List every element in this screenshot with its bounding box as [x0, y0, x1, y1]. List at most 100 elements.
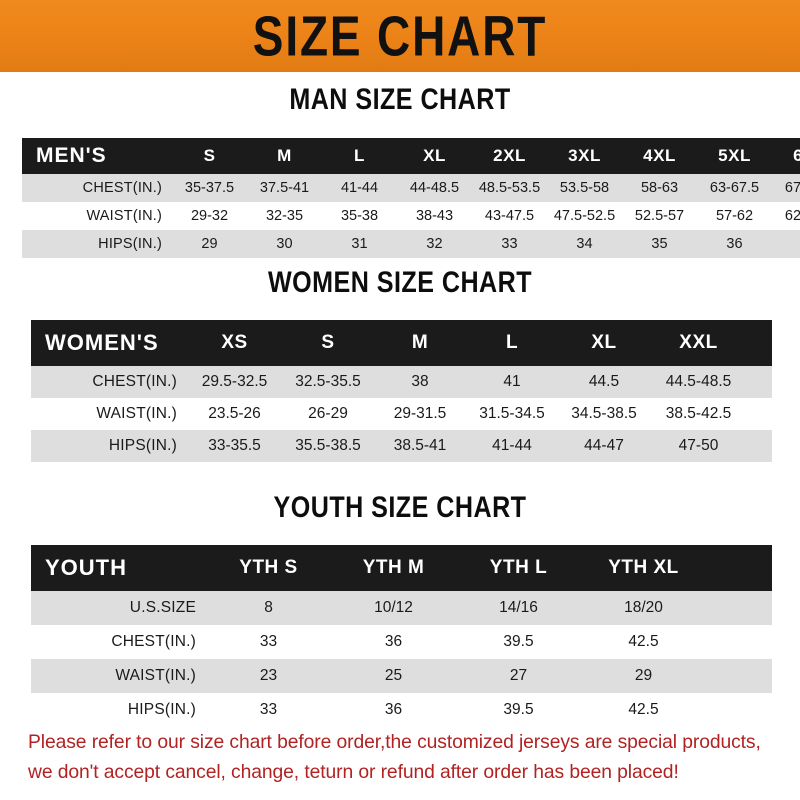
youth-col-header: YTH L	[456, 545, 581, 591]
table-cell: 32-35	[247, 202, 322, 230]
youth-section-title: YOUTH SIZE CHART	[273, 490, 527, 524]
women-header-label: WOMEN'S	[31, 320, 187, 366]
page-title: SIZE CHART	[252, 4, 548, 68]
table-cell: 23	[206, 659, 331, 693]
table-cell: 29.5-32.5	[187, 366, 282, 398]
row-label: HIPS(IN.)	[31, 430, 187, 462]
row-label: CHEST(IN.)	[31, 366, 187, 398]
man-col-header: L	[322, 138, 397, 174]
table-row: HIPS(IN.) 33-35.5 35.5-38.5 38.5-41 41-4…	[31, 430, 772, 462]
table-row: WAIST(IN.) 23.5-26 26-29 29-31.5 31.5-34…	[31, 398, 772, 430]
women-size-table: WOMEN'S XS S M L XL XXL CHEST(IN.) 29.5-…	[31, 320, 772, 462]
table-cell: 41	[466, 366, 558, 398]
table-cell: 8	[206, 591, 331, 625]
table-cell-spacer	[706, 693, 772, 727]
table-cell: 29	[172, 230, 247, 258]
row-label: U.S.SIZE	[31, 591, 206, 625]
table-cell: 36	[697, 230, 772, 258]
table-cell: 35.5-38.5	[282, 430, 374, 462]
youth-size-table: YOUTH YTH S YTH M YTH L YTH XL U.S.SIZE …	[31, 545, 772, 727]
man-col-header: XL	[397, 138, 472, 174]
table-cell: 44.5-48.5	[650, 366, 747, 398]
table-cell: 10/12	[331, 591, 456, 625]
women-col-header: L	[466, 320, 558, 366]
table-cell: 30	[247, 230, 322, 258]
table-cell: 23.5-26	[187, 398, 282, 430]
table-cell: 36	[331, 625, 456, 659]
table-cell: 26-29	[282, 398, 374, 430]
row-label: HIPS(IN.)	[31, 693, 206, 727]
table-cell: 33-35.5	[187, 430, 282, 462]
youth-table-header-row: YOUTH YTH S YTH M YTH L YTH XL	[31, 545, 772, 591]
man-header-label: MEN'S	[22, 138, 172, 174]
women-col-header-spacer	[747, 320, 772, 366]
man-col-header: 3XL	[547, 138, 622, 174]
page-banner: SIZE CHART	[0, 0, 800, 72]
man-size-table: MEN'S S M L XL 2XL 3XL 4XL 5XL 6XL CHEST…	[22, 138, 800, 258]
women-size-table-wrapper: WOMEN'S XS S M L XL XXL CHEST(IN.) 29.5-…	[31, 320, 772, 462]
row-label: CHEST(IN.)	[22, 174, 172, 202]
women-col-header: XXL	[650, 320, 747, 366]
table-cell: 18/20	[581, 591, 706, 625]
youth-col-header: YTH XL	[581, 545, 706, 591]
table-cell: 33	[206, 693, 331, 727]
table-cell: 14/16	[456, 591, 581, 625]
table-cell: 67.5-72	[772, 174, 800, 202]
table-row: U.S.SIZE 8 10/12 14/16 18/20	[31, 591, 772, 625]
man-col-header: 6XL	[772, 138, 800, 174]
table-cell-spacer	[706, 659, 772, 693]
youth-col-header-spacer	[706, 545, 772, 591]
women-table-header-row: WOMEN'S XS S M L XL XXL	[31, 320, 772, 366]
table-cell: 37	[772, 230, 800, 258]
row-label: WAIST(IN.)	[31, 659, 206, 693]
table-cell: 38	[374, 366, 466, 398]
table-cell: 43-47.5	[472, 202, 547, 230]
table-cell: 39.5	[456, 693, 581, 727]
table-row: CHEST(IN.) 33 36 39.5 42.5	[31, 625, 772, 659]
youth-col-header: YTH S	[206, 545, 331, 591]
table-row: HIPS(IN.) 33 36 39.5 42.5	[31, 693, 772, 727]
table-row: CHEST(IN.) 35-37.5 37.5-41 41-44 44-48.5…	[22, 174, 800, 202]
table-row: CHEST(IN.) 29.5-32.5 32.5-35.5 38 41 44.…	[31, 366, 772, 398]
table-cell: 35-37.5	[172, 174, 247, 202]
table-cell: 31.5-34.5	[466, 398, 558, 430]
table-cell: 47.5-52.5	[547, 202, 622, 230]
table-cell: 36	[331, 693, 456, 727]
man-col-header: 5XL	[697, 138, 772, 174]
table-cell: 34	[547, 230, 622, 258]
table-cell-spacer	[706, 625, 772, 659]
table-cell: 32	[397, 230, 472, 258]
women-col-header: XL	[558, 320, 650, 366]
disclaimer-text: Please refer to our size chart before or…	[28, 727, 772, 787]
table-row: HIPS(IN.) 29 30 31 32 33 34 35 36 37	[22, 230, 800, 258]
table-cell-spacer	[747, 366, 772, 398]
table-cell: 29-32	[172, 202, 247, 230]
table-cell: 42.5	[581, 625, 706, 659]
table-cell: 29	[581, 659, 706, 693]
man-col-header: S	[172, 138, 247, 174]
table-row: WAIST(IN.) 29-32 32-35 35-38 38-43 43-47…	[22, 202, 800, 230]
table-cell: 25	[331, 659, 456, 693]
table-cell: 32.5-35.5	[282, 366, 374, 398]
row-label: WAIST(IN.)	[31, 398, 187, 430]
youth-header-label: YOUTH	[31, 545, 206, 591]
youth-col-header: YTH M	[331, 545, 456, 591]
table-row: WAIST(IN.) 23 25 27 29	[31, 659, 772, 693]
table-cell-spacer	[747, 430, 772, 462]
table-cell: 34.5-38.5	[558, 398, 650, 430]
table-cell: 35-38	[322, 202, 397, 230]
man-col-header: 2XL	[472, 138, 547, 174]
women-col-header: XS	[187, 320, 282, 366]
row-label: CHEST(IN.)	[31, 625, 206, 659]
table-cell: 35	[622, 230, 697, 258]
youth-size-table-wrapper: YOUTH YTH S YTH M YTH L YTH XL U.S.SIZE …	[31, 545, 772, 727]
table-cell: 38.5-42.5	[650, 398, 747, 430]
table-cell-spacer	[747, 398, 772, 430]
table-cell: 48.5-53.5	[472, 174, 547, 202]
table-cell: 62-66.5	[772, 202, 800, 230]
table-cell: 57-62	[697, 202, 772, 230]
man-col-header: 4XL	[622, 138, 697, 174]
table-cell: 44-48.5	[397, 174, 472, 202]
table-cell: 44.5	[558, 366, 650, 398]
